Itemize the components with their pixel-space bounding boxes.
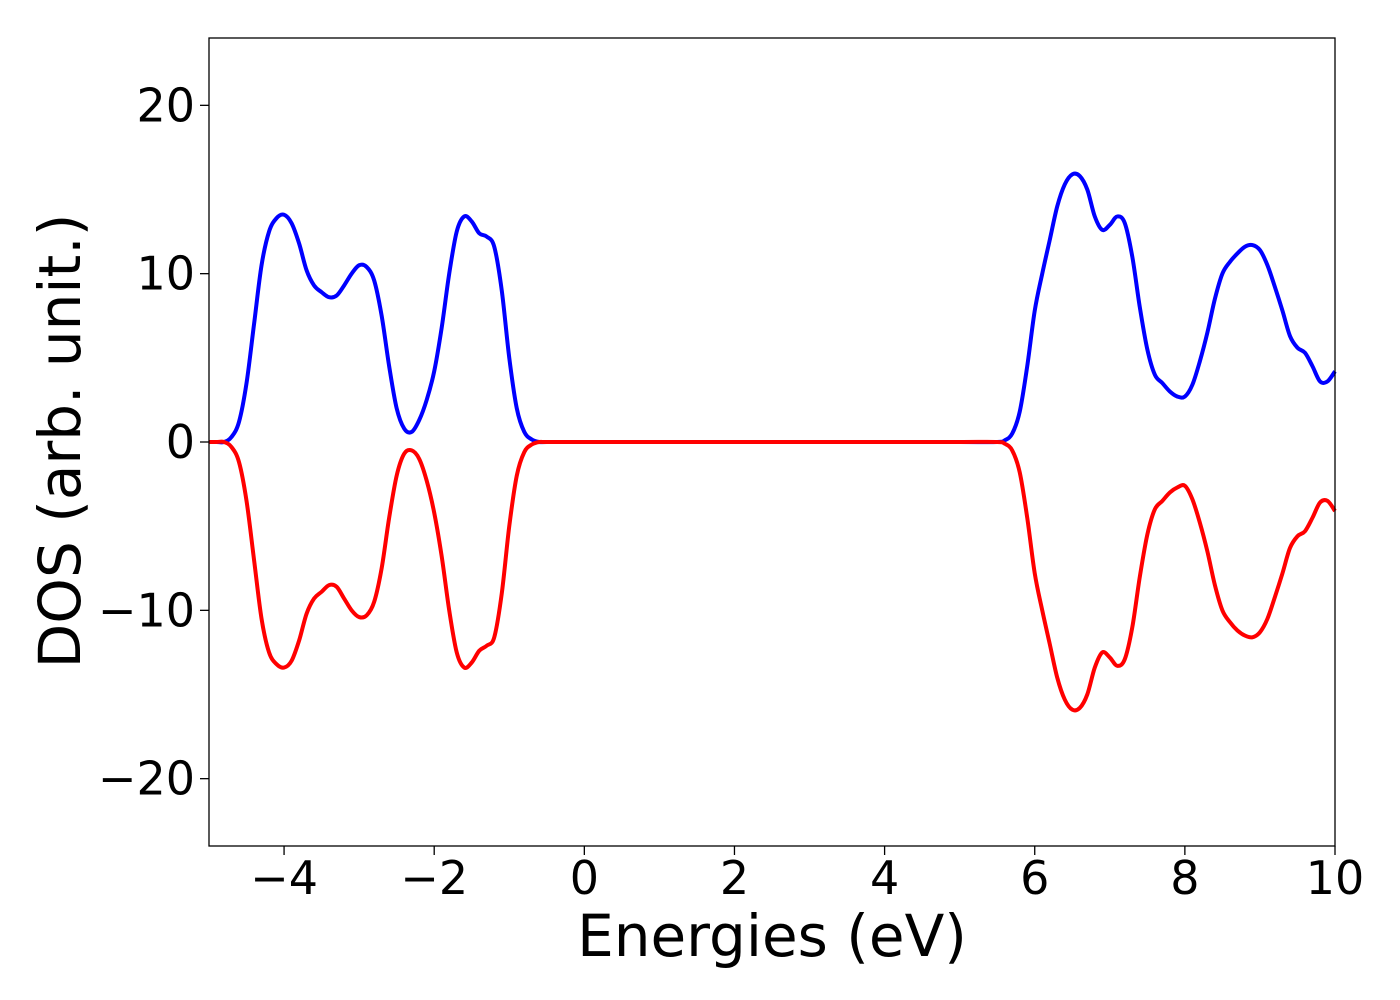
- plot-area: [209, 171, 1337, 713]
- x-tick-label: 6: [1020, 851, 1049, 905]
- x-tick-label: −4: [250, 851, 318, 905]
- x-tick-label: 2: [720, 851, 749, 905]
- x-tick-label: 0: [570, 851, 599, 905]
- y-tick-label: −20: [98, 752, 195, 806]
- y-tick-label: 20: [136, 78, 195, 132]
- y-tick-label: 0: [166, 415, 195, 469]
- dos-line: [209, 439, 1337, 713]
- y-tick-label: 10: [136, 247, 195, 301]
- y-tick-label: −10: [98, 583, 195, 637]
- y-axis-label: DOS (arb. unit.): [26, 214, 94, 669]
- x-tick-label: 4: [870, 851, 899, 905]
- x-tick-label: 8: [1170, 851, 1199, 905]
- x-tick-label: 10: [1306, 851, 1365, 905]
- x-tick-label: −2: [400, 851, 468, 905]
- x-axis-label: Energies (eV): [577, 902, 967, 970]
